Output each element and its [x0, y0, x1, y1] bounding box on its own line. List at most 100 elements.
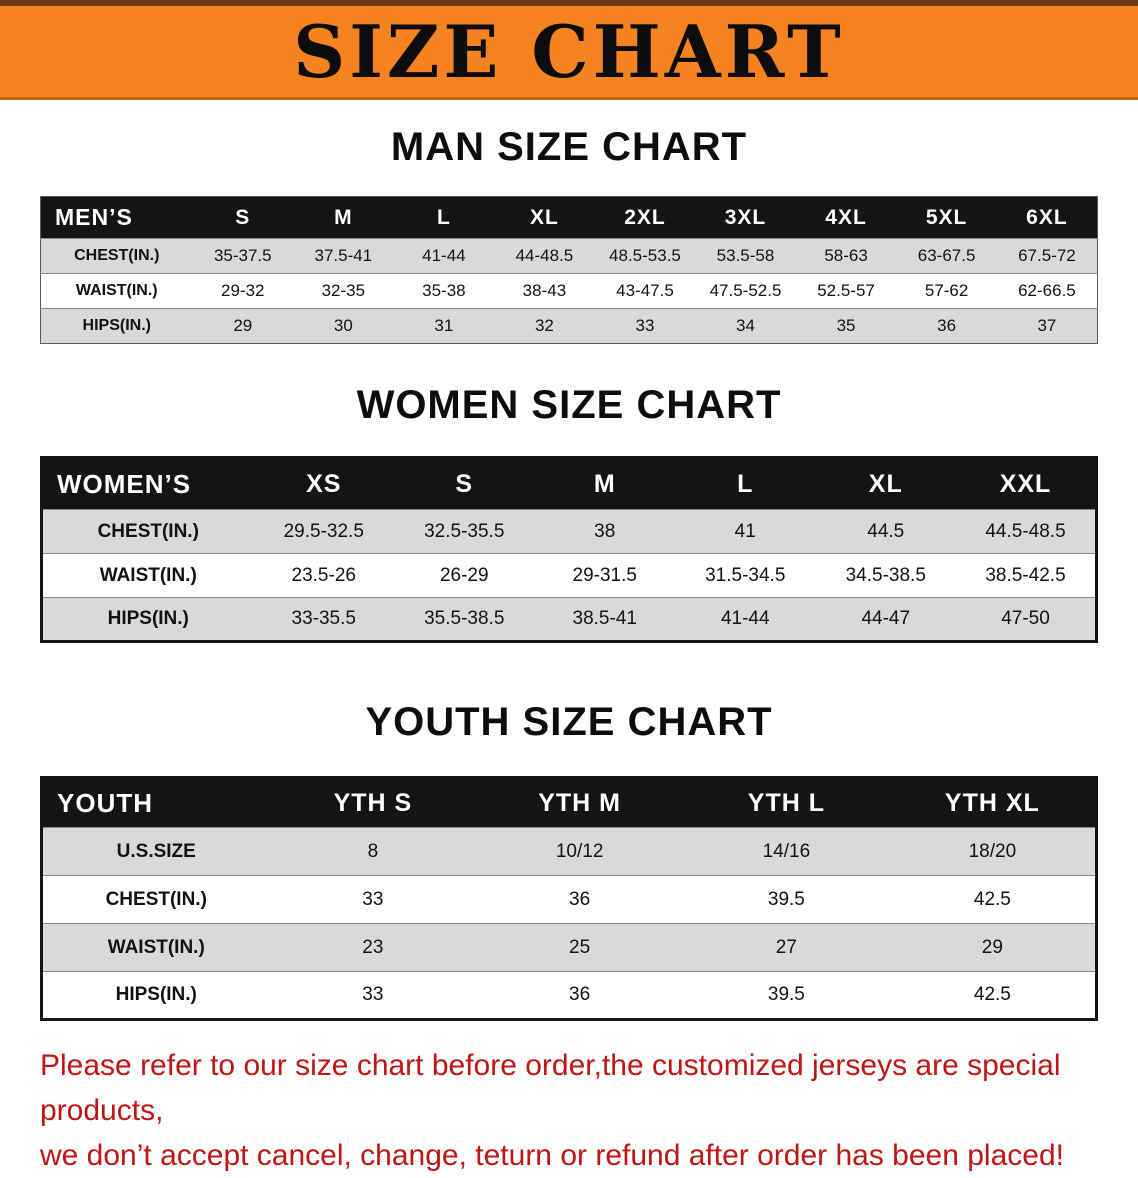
men-section-heading: MAN SIZE CHART — [390, 125, 748, 169]
table-body: U.S.SIZE 8 10/12 14/16 18/20 CHEST(IN.) 33 36 39… — [41, 827, 1097, 1020]
youth-section-heading: YOUTH SIZE CHART — [365, 700, 773, 744]
table-head: MEN’S S M L XL 2XL 3XL 4XL 5XL 6XL — [40, 196, 1098, 239]
size-value-cell: 52.5-57 — [817, 281, 875, 300]
table-row: CHEST(IN.) 29.5-32.5 32.5-35.5 38 41 44.5 44.5… — [41, 509, 1097, 554]
size-value-cell: 44-47 — [861, 608, 911, 629]
table-row: HIPS(IN.) 33 36 39.5 42.5 — [41, 971, 1097, 1020]
size-value-cell: 8 — [367, 840, 379, 862]
size-value-cell: 37 — [1037, 316, 1057, 335]
row-label-cell: HIPS(IN.) — [115, 984, 197, 1005]
size-column-header: YTH XL — [889, 777, 1097, 828]
size-column-header: 6XL — [996, 196, 1098, 239]
size-value-cell: 38.5-42.5 — [985, 564, 1066, 586]
table-row: U.S.SIZE 8 10/12 14/16 18/20 — [41, 827, 1097, 876]
size-column-header: 3XL — [695, 196, 796, 239]
size-value-cell: 32 — [534, 316, 554, 335]
table-title-cell: WOMEN’S — [41, 457, 254, 510]
table-row: CHEST(IN.) 33 36 39.5 42.5 — [41, 875, 1097, 924]
size-value-cell: 53.5-58 — [716, 246, 775, 265]
table-header-row: WOMEN’S XS S M L XL XXL — [41, 457, 1097, 510]
size-column-header: XXL — [956, 457, 1097, 510]
size-value-cell: 63-67.5 — [917, 246, 976, 265]
size-column-header: S — [192, 196, 294, 239]
table-row: WAIST(IN.) 23 25 27 29 — [41, 923, 1097, 972]
size-value-cell: 33 — [635, 316, 655, 335]
men-size-section: MAN SIZE CHART MEN’S S M L XL 2XL 3XL 4XL 5XL 6XL… — [0, 124, 1138, 344]
size-value-cell: 38-43 — [522, 281, 567, 300]
size-value-cell: 41-44 — [720, 608, 770, 629]
size-value-cell: 38 — [594, 520, 616, 542]
size-column-header: L — [393, 196, 495, 239]
size-chart-sections: MAN SIZE CHART MEN’S S M L XL 2XL 3XL 4XL 5XL 6XL… — [0, 124, 1138, 1021]
row-label-cell: HIPS(IN.) — [82, 317, 151, 334]
disclaimer-line-1: Please refer to our size chart before or… — [40, 1049, 1061, 1127]
size-value-cell: 35.5-38.5 — [424, 608, 505, 629]
table-row: WAIST(IN.) 23.5-26 26-29 29-31.5 31.5-34.5 34… — [41, 553, 1097, 598]
size-column-header: YTH L — [683, 777, 890, 828]
row-label-cell: CHEST(IN.) — [105, 888, 207, 910]
size-value-cell: 44.5-48.5 — [985, 520, 1066, 542]
size-value-cell: 18/20 — [968, 840, 1017, 862]
row-label-cell: CHEST(IN.) — [97, 520, 199, 542]
disclaimer: Please refer to our size chart before or… — [40, 1043, 1100, 1178]
size-value-cell: 31 — [434, 316, 454, 335]
size-value-cell: 33-35.5 — [291, 608, 356, 629]
women-section-heading: WOMEN SIZE CHART — [356, 383, 782, 427]
size-value-cell: 29-31.5 — [572, 564, 637, 586]
size-column-header: XL — [494, 196, 595, 239]
size-value-cell: 42.5 — [973, 984, 1011, 1005]
size-value-cell: 41 — [734, 520, 756, 542]
size-value-cell: 34.5-38.5 — [845, 564, 926, 586]
table-row: HIPS(IN.) 33-35.5 35.5-38.5 38.5-41 41-44 44-… — [41, 597, 1097, 642]
table-head: WOMEN’S XS S M L XL XXL — [41, 457, 1097, 510]
size-value-cell: 23.5-26 — [291, 564, 356, 586]
table-body: CHEST(IN.) 29.5-32.5 32.5-35.5 38 41 44.5 44.5… — [41, 509, 1097, 642]
size-value-cell: 23 — [362, 936, 384, 958]
table-header-row: YOUTH YTH S YTH M YTH L YTH XL — [41, 777, 1097, 828]
table-title-cell: MEN’S — [40, 196, 193, 239]
disclaimer-line-2: we don’t accept cancel, change, teturn o… — [40, 1139, 1064, 1172]
size-column-header: YTH S — [269, 777, 477, 828]
youth-size-table: YOUTH YTH S YTH M YTH L YTH XL U.S.SIZE 8 10/12… — [40, 776, 1098, 1021]
size-value-cell: 35-37.5 — [213, 246, 272, 265]
women-size-table: WOMEN’S XS S M L XL XXL CHEST(IN.) 29.5-32.5 32.5… — [40, 456, 1098, 643]
size-value-cell: 29.5-32.5 — [283, 520, 364, 542]
size-value-cell: 38.5-41 — [572, 608, 637, 629]
size-value-cell: 35 — [836, 316, 856, 335]
row-label-cell: HIPS(IN.) — [107, 608, 189, 629]
size-value-cell: 36 — [569, 888, 591, 910]
youth-size-section: YOUTH SIZE CHART YOUTH YTH S YTH M YTH L YTH… — [0, 699, 1138, 1021]
size-value-cell: 34 — [736, 316, 755, 335]
size-column-header: M — [293, 196, 394, 239]
table-row: CHEST(IN.) 35-37.5 37.5-41 41-44 44-48.5 48.5… — [40, 238, 1098, 274]
table-header-row: MEN’S S M L XL 2XL 3XL 4XL 5XL 6XL — [40, 196, 1098, 239]
size-column-header: YTH M — [476, 777, 683, 828]
size-value-cell: 47.5-52.5 — [709, 281, 782, 300]
size-value-cell: 48.5-53.5 — [609, 246, 681, 265]
size-column-header: XS — [253, 457, 394, 510]
size-value-cell: 35-38 — [422, 281, 466, 300]
size-value-cell: 31.5-34.5 — [705, 564, 786, 586]
size-value-cell: 27 — [775, 936, 797, 958]
size-value-cell: 41-44 — [422, 246, 466, 265]
size-value-cell: 29 — [233, 316, 253, 335]
size-value-cell: 44-48.5 — [515, 246, 574, 265]
size-value-cell: 32-35 — [321, 281, 366, 300]
size-chart-banner: SIZE CHART — [0, 0, 1138, 100]
size-value-cell: 10/12 — [555, 840, 604, 862]
row-label-cell: WAIST(IN.) — [75, 282, 158, 299]
size-value-cell: 58-63 — [824, 246, 868, 265]
size-value-cell: 67.5-72 — [1018, 246, 1076, 265]
size-value-cell: 39.5 — [767, 888, 805, 910]
size-value-cell: 33 — [362, 984, 384, 1005]
size-column-header: 2XL — [594, 196, 696, 239]
size-column-header: 5XL — [896, 196, 997, 239]
size-value-cell: 39.5 — [767, 984, 805, 1005]
size-value-cell: 44.5 — [867, 520, 905, 542]
size-value-cell: 37.5-41 — [314, 246, 373, 265]
row-label-cell: WAIST(IN.) — [99, 564, 197, 586]
row-label-cell: U.S.SIZE — [116, 840, 196, 862]
size-column-header: 4XL — [795, 196, 897, 239]
size-value-cell: 36 — [569, 984, 591, 1005]
table-row: WAIST(IN.) 29-32 32-35 35-38 38-43 43-47.5 47.… — [40, 273, 1098, 309]
